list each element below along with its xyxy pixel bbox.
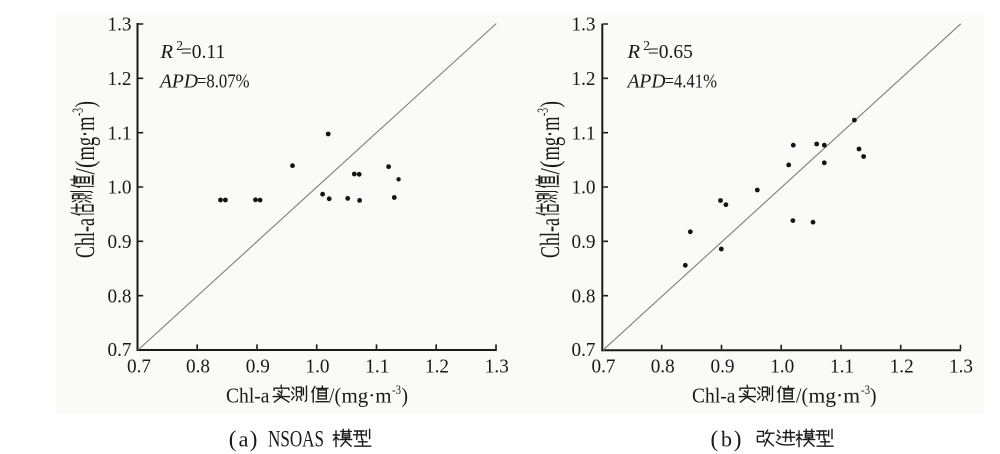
svg-text:): ) xyxy=(70,101,100,108)
svg-text:0.9: 0.9 xyxy=(108,231,132,253)
svg-text:1.0: 1.0 xyxy=(108,177,132,199)
svg-text:1.2: 1.2 xyxy=(425,356,449,378)
svg-text:0.7: 0.7 xyxy=(108,339,132,361)
svg-text:1.2: 1.2 xyxy=(572,68,596,90)
svg-text:mg·m: mg·m xyxy=(342,384,392,408)
svg-text:0.9: 0.9 xyxy=(572,231,596,253)
svg-text:R: R xyxy=(160,41,174,63)
svg-text:): ) xyxy=(535,101,565,108)
svg-text:/(: /( xyxy=(70,160,100,174)
svg-text:2: 2 xyxy=(643,38,650,53)
svg-text:mg·m: mg·m xyxy=(809,384,861,408)
svg-text:=0.65: =0.65 xyxy=(648,42,693,63)
svg-text:0.8: 0.8 xyxy=(651,356,675,378)
svg-text:1.2: 1.2 xyxy=(108,68,132,90)
svg-text:1.2: 1.2 xyxy=(890,356,914,378)
svg-text:1.0: 1.0 xyxy=(572,177,596,199)
svg-text:): ) xyxy=(870,384,877,408)
svg-text:Chl-a: Chl-a xyxy=(535,218,565,258)
svg-text:-3: -3 xyxy=(861,382,870,397)
svg-text:(: ( xyxy=(229,427,237,452)
svg-text:1.3: 1.3 xyxy=(108,14,132,36)
svg-text:R: R xyxy=(627,41,641,63)
svg-text:1.3: 1.3 xyxy=(572,14,596,36)
svg-text:0.7: 0.7 xyxy=(127,356,151,378)
svg-text:1.1: 1.1 xyxy=(365,356,389,378)
svg-text:Chl-a: Chl-a xyxy=(70,218,100,258)
svg-text:/(: /( xyxy=(796,384,808,408)
svg-text:0.9: 0.9 xyxy=(246,356,270,378)
svg-text:NSOAS: NSOAS xyxy=(268,427,324,452)
svg-text:/(: /( xyxy=(329,384,341,408)
svg-text:0.8: 0.8 xyxy=(186,356,210,378)
svg-text:=0.11: =0.11 xyxy=(181,42,225,63)
svg-text:1.1: 1.1 xyxy=(572,122,596,144)
svg-text:): ) xyxy=(250,427,258,452)
svg-text:0.8: 0.8 xyxy=(572,285,596,307)
svg-text:): ) xyxy=(402,384,409,408)
svg-text:a: a xyxy=(239,427,249,452)
svg-text:APD: APD xyxy=(158,72,198,93)
svg-text:1.1: 1.1 xyxy=(108,122,132,144)
svg-text:1.0: 1.0 xyxy=(770,356,794,378)
svg-text:mg·m: mg·m xyxy=(535,117,565,161)
svg-text:0.9: 0.9 xyxy=(711,356,735,378)
svg-text:0.7: 0.7 xyxy=(572,339,596,361)
svg-text:2: 2 xyxy=(176,38,183,53)
svg-text:1.0: 1.0 xyxy=(306,356,330,378)
svg-text:0.8: 0.8 xyxy=(108,285,132,307)
svg-text:=4.41%: =4.41% xyxy=(665,72,718,93)
svg-text:Chl-a: Chl-a xyxy=(692,384,736,408)
svg-text:mg·m: mg·m xyxy=(70,117,100,161)
svg-text:): ) xyxy=(734,427,742,452)
svg-text:-3: -3 xyxy=(392,382,401,397)
svg-text:1.3: 1.3 xyxy=(949,356,973,378)
svg-text:b: b xyxy=(721,427,732,452)
svg-text:-3: -3 xyxy=(535,108,552,116)
svg-text:1.3: 1.3 xyxy=(485,356,509,378)
svg-text:/(: /( xyxy=(535,160,565,174)
svg-text:(: ( xyxy=(711,427,719,452)
svg-text:Chl-a: Chl-a xyxy=(226,384,270,408)
svg-text:-3: -3 xyxy=(70,108,87,116)
svg-text:0.7: 0.7 xyxy=(592,356,616,378)
svg-text:=8.07%: =8.07% xyxy=(197,72,250,93)
svg-text:APD: APD xyxy=(626,72,666,93)
svg-text:1.1: 1.1 xyxy=(830,356,854,378)
